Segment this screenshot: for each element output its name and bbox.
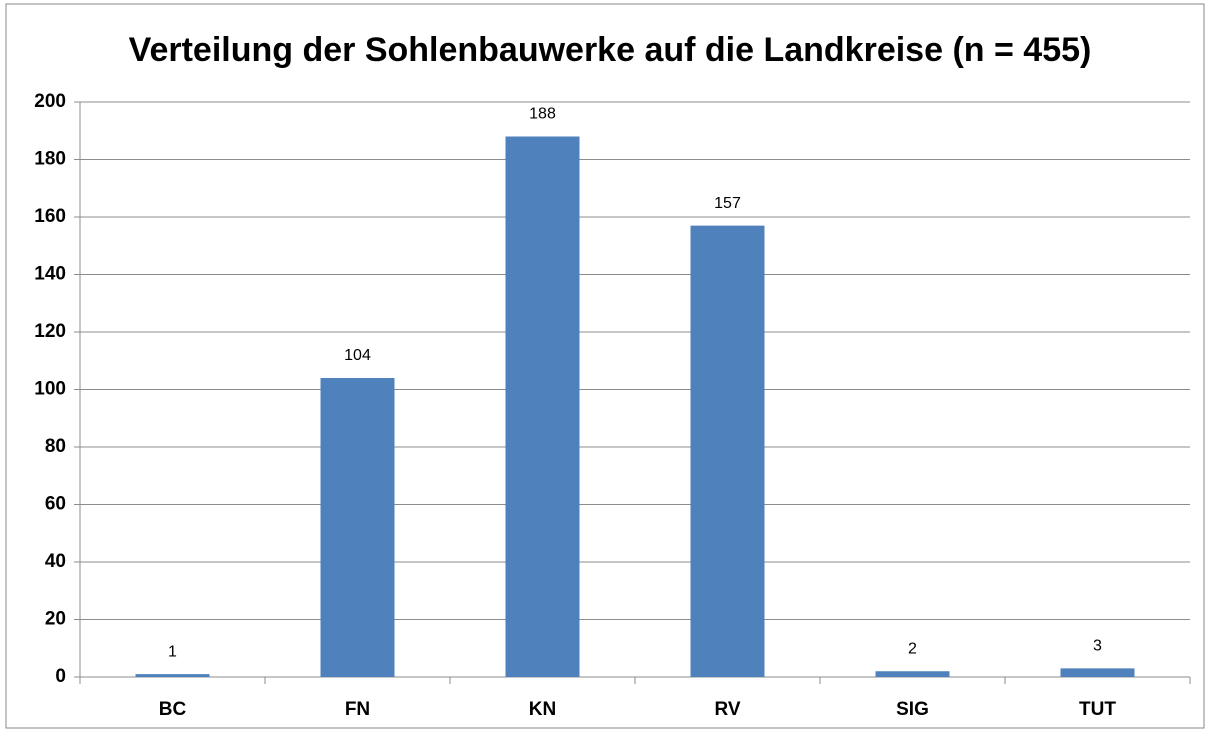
data-label: 104 [344,347,371,364]
y-tick-label: 200 [34,91,66,112]
bar [875,671,950,677]
y-tick-label: 60 [45,494,66,515]
y-tick-label: 140 [34,264,66,285]
y-tick-label: 0 [55,666,66,687]
bar [135,674,210,677]
data-label: 188 [529,106,556,123]
y-tick-label: 180 [34,149,66,170]
data-label: 3 [1093,638,1102,655]
x-tick-label: FN [345,699,370,720]
data-label: 1 [168,643,177,660]
x-tick-label: BC [159,699,187,720]
bar [1060,668,1135,677]
x-tick-label: KN [529,699,556,720]
x-tick-label: SIG [896,699,929,720]
y-tick-label: 20 [45,609,66,630]
bar [320,378,395,677]
x-tick-label: TUT [1079,699,1116,720]
bar [690,225,765,677]
bar [505,136,580,677]
y-tick-label: 160 [34,206,66,227]
chart-title: Verteilung der Sohlenbauwerke auf die La… [129,31,1092,69]
y-tick-label: 120 [34,321,66,342]
chart-frame [5,3,1205,729]
y-tick-label: 40 [45,551,66,572]
y-tick-label: 80 [45,436,66,457]
x-tick-label: RV [714,699,740,720]
y-tick-label: 100 [34,379,66,400]
data-label: 157 [714,195,741,212]
data-label: 2 [908,640,917,657]
